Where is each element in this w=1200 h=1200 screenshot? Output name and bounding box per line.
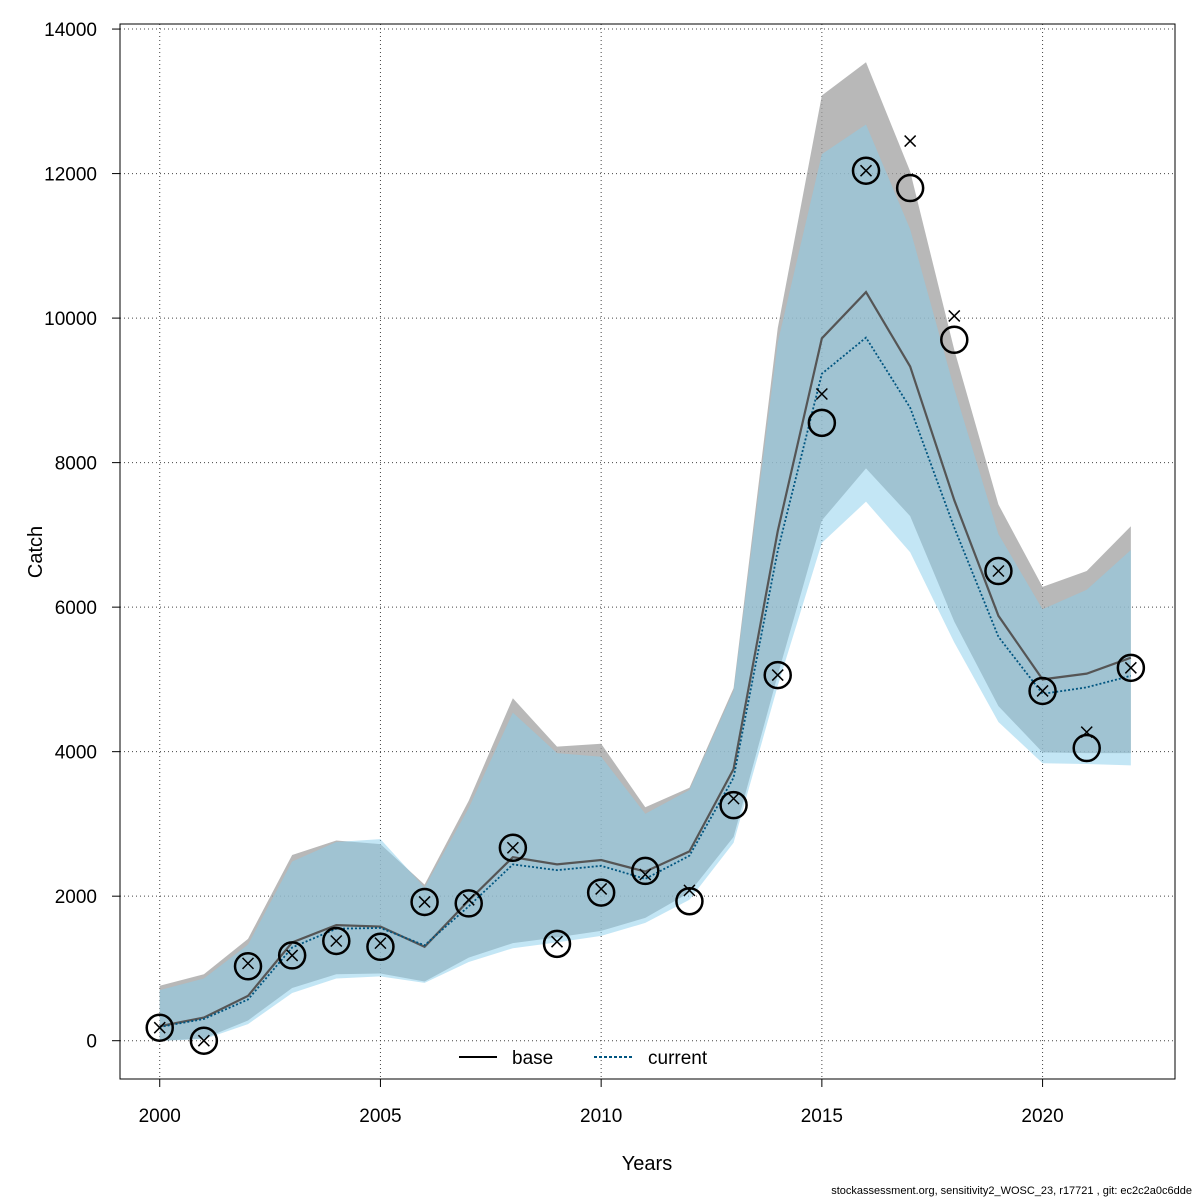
- x-tick-label: 2005: [359, 1106, 401, 1127]
- obs-circle-2005: [366, 932, 395, 962]
- obs-circle-2009: [542, 929, 572, 959]
- obs-cross-2005: [374, 937, 387, 950]
- obs-circle-2021: [1072, 733, 1101, 763]
- plot-frame: [119, 23, 1176, 1080]
- y-tick-label: 0: [86, 1032, 97, 1053]
- y-tick-label: 6000: [55, 598, 97, 619]
- obs-cross-2010: [595, 882, 608, 895]
- x-tick-label: 2020: [1021, 1106, 1063, 1127]
- obs-circle-2014: [763, 660, 792, 690]
- x-tick-label: 2010: [580, 1106, 622, 1127]
- obs-circle-2011: [631, 856, 660, 886]
- legend-label-base: base: [512, 1048, 553, 1069]
- observation-points: [145, 135, 1146, 1055]
- y-tick-label: 14000: [44, 20, 97, 41]
- y-axis-title: Catch: [25, 526, 47, 578]
- obs-circle-2013: [719, 790, 748, 820]
- obs-cross-2007: [462, 893, 475, 906]
- axes: 2000 2005 2010 2015 2020 0 2000 4000 6000 8000 100…: [44, 20, 1064, 1127]
- x-tick-label: 2015: [801, 1106, 843, 1127]
- obs-circle-2012: [675, 886, 704, 916]
- obs-cross-2008: [506, 841, 519, 854]
- confidence-bands: [159, 62, 1131, 1041]
- obs-cross-2013: [727, 792, 740, 805]
- obs-cross-2015: [815, 387, 828, 401]
- y-tick-label: 12000: [44, 165, 97, 186]
- obs-circle-2003: [277, 941, 307, 970]
- obs-cross-2022: [1124, 661, 1137, 674]
- band-current: [159, 124, 1131, 1041]
- obs-cross-2009: [550, 935, 564, 948]
- obs-circle-2002: [233, 952, 263, 981]
- obs-cross-2002: [241, 957, 255, 970]
- obs-circle-2017: [895, 173, 925, 203]
- obs-cross-2016: [859, 164, 873, 177]
- line-base: [159, 290, 1132, 1028]
- y-tick-label: 2000: [55, 887, 97, 908]
- obs-circle-2020: [1028, 676, 1057, 706]
- obs-circle-2019: [984, 556, 1013, 586]
- obs-circle-2018: [940, 325, 969, 355]
- obs-circle-2022: [1116, 653, 1146, 683]
- obs-cross-2004: [330, 934, 343, 948]
- obs-cross-2011: [639, 868, 652, 881]
- y-tick-label: 8000: [55, 454, 97, 475]
- y-tick-label: 10000: [44, 309, 97, 330]
- obs-circle-2000: [145, 1013, 174, 1042]
- x-tick-label: 2000: [139, 1106, 181, 1127]
- obs-cross-2006: [418, 895, 431, 908]
- y-tick-label: 4000: [55, 743, 97, 764]
- obs-circle-2007: [454, 889, 483, 918]
- legend: base current: [459, 1048, 708, 1069]
- series-lines: [159, 290, 1132, 1028]
- obs-circle-2016: [851, 156, 881, 185]
- obs-cross-2012: [683, 884, 696, 897]
- obs-cross-2003: [286, 949, 299, 962]
- obs-cross-2001: [197, 1034, 210, 1047]
- footer-credit: stockassessment.org, sensitivity2_WOSC_2…: [831, 1185, 1192, 1197]
- obs-cross-2018: [948, 309, 961, 322]
- obs-circle-2010: [586, 878, 616, 907]
- obs-circle-2015: [807, 408, 837, 438]
- x-axis-title: Years: [622, 1153, 672, 1175]
- obs-circle-2004: [322, 926, 351, 956]
- obs-circle-2001: [189, 1026, 219, 1055]
- obs-circle-2006: [410, 887, 439, 917]
- obs-circle-2008: [498, 833, 528, 863]
- obs-cross-2014: [771, 669, 784, 682]
- obs-cross-2019: [992, 564, 1005, 578]
- obs-cross-2000: [153, 1021, 166, 1034]
- line-current: [159, 336, 1132, 1028]
- legend-label-current: current: [648, 1048, 708, 1069]
- obs-cross-2020: [1036, 684, 1049, 697]
- obs-cross-2017: [904, 135, 917, 148]
